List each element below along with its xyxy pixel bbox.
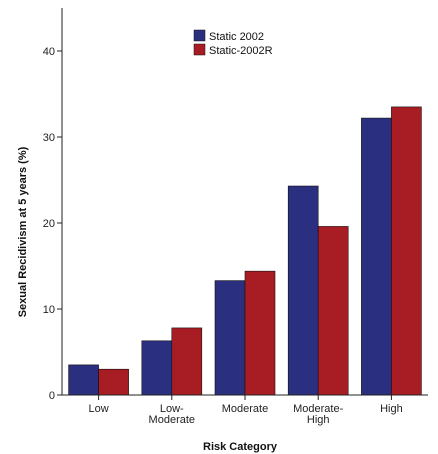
plot-area [68, 106, 422, 396]
legend-swatch [193, 43, 206, 56]
legend-label: Static-2002R [209, 45, 273, 57]
x-axis-title: Risk Category [203, 441, 278, 453]
bar-static-2002r [244, 270, 276, 396]
axes: 0 10 20 30 40 Low Low-Moderate Moderate Moderate… [43, 8, 428, 426]
bar-static-2002r [317, 226, 349, 396]
bar-static-2002 [68, 364, 99, 396]
x-tick-label: Moderate [222, 403, 268, 415]
y-axis-title: Sexual Recidivism at 5 years (%) [17, 146, 29, 317]
legend-label: Static 2002 [209, 31, 264, 43]
bar-static-2002r [391, 106, 422, 396]
y-tick-label: 40 [43, 46, 55, 58]
x-tick-label: Low-Moderate [149, 403, 195, 426]
bar-static-2002 [141, 340, 173, 396]
legend: Static 2002 Static-2002R [193, 29, 273, 57]
x-tick-label: Moderate-High [293, 403, 343, 426]
bar-static-2002 [214, 280, 246, 396]
bar-static-2002r [98, 368, 129, 396]
bar-static-2002 [287, 185, 319, 396]
x-tick-label: High [380, 403, 403, 415]
legend-swatch [193, 29, 206, 42]
x-tick-label: Low [89, 403, 109, 415]
y-tick-label: 30 [43, 132, 55, 144]
bar-static-2002r [171, 327, 203, 396]
y-tick-label: 0 [49, 390, 55, 402]
bar-static-2002 [361, 117, 392, 396]
y-tick-label: 20 [43, 218, 55, 230]
y-tick-label: 10 [43, 304, 55, 316]
